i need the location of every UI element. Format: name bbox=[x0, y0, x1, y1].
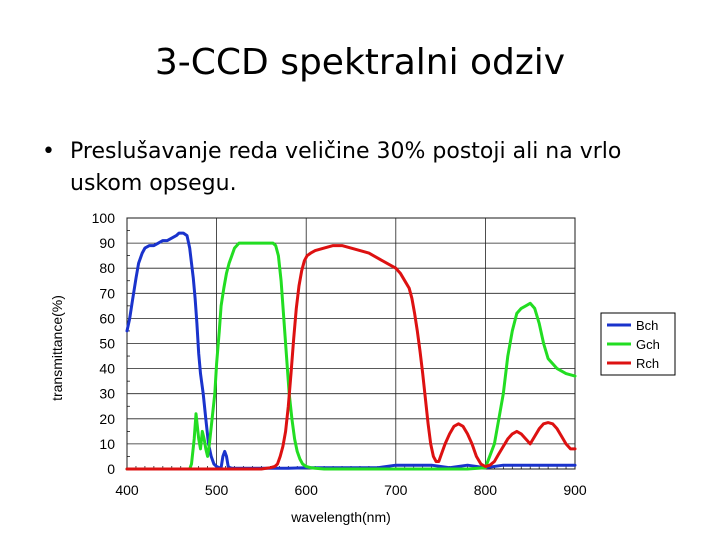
chart-ticks: 0 10 20 30 40 50 60 70 80 90 100 400 500 600 700 800 900 bbox=[92, 210, 587, 498]
x-tick-label: 800 bbox=[474, 482, 498, 498]
y-tick-label: 80 bbox=[99, 260, 115, 276]
bullet-point: • Preslušavanje reda veličine 30% postoj… bbox=[42, 136, 682, 200]
chart-series bbox=[125, 231, 577, 471]
x-tick-label: 700 bbox=[384, 482, 408, 498]
legend-label: Bch bbox=[636, 318, 658, 333]
x-tick-label: 600 bbox=[295, 482, 319, 498]
series-line-gch bbox=[125, 241, 577, 471]
bullet-dot: • bbox=[42, 139, 55, 164]
legend-label: Rch bbox=[636, 356, 659, 371]
y-tick-label: 70 bbox=[99, 285, 115, 301]
y-tick-label: 90 bbox=[99, 235, 115, 251]
series-line-rch bbox=[125, 244, 577, 471]
y-tick-label: 100 bbox=[92, 210, 116, 226]
x-tick-label: 400 bbox=[115, 482, 139, 498]
x-tick-label: 900 bbox=[563, 482, 587, 498]
legend-label: Gch bbox=[636, 337, 660, 352]
x-tick-label: 500 bbox=[205, 482, 229, 498]
y-axis-label: transmittance(%) bbox=[49, 295, 65, 401]
y-tick-label: 10 bbox=[99, 436, 115, 452]
y-tick-label: 30 bbox=[99, 386, 115, 402]
y-tick-label: 60 bbox=[99, 310, 115, 326]
bullet-text: Preslušavanje reda veličine 30% postoji … bbox=[70, 139, 622, 196]
slide-title: 3-CCD spektralni odziv bbox=[154, 42, 566, 83]
y-tick-label: 0 bbox=[107, 461, 115, 477]
x-axis-label: wavelength(nm) bbox=[290, 509, 391, 525]
y-tick-label: 40 bbox=[99, 361, 115, 377]
y-tick-label: 50 bbox=[99, 336, 115, 352]
y-tick-label: 20 bbox=[99, 411, 115, 427]
series-line-bch bbox=[125, 231, 577, 470]
chart-legend: Bch Gch Rch bbox=[600, 312, 676, 376]
